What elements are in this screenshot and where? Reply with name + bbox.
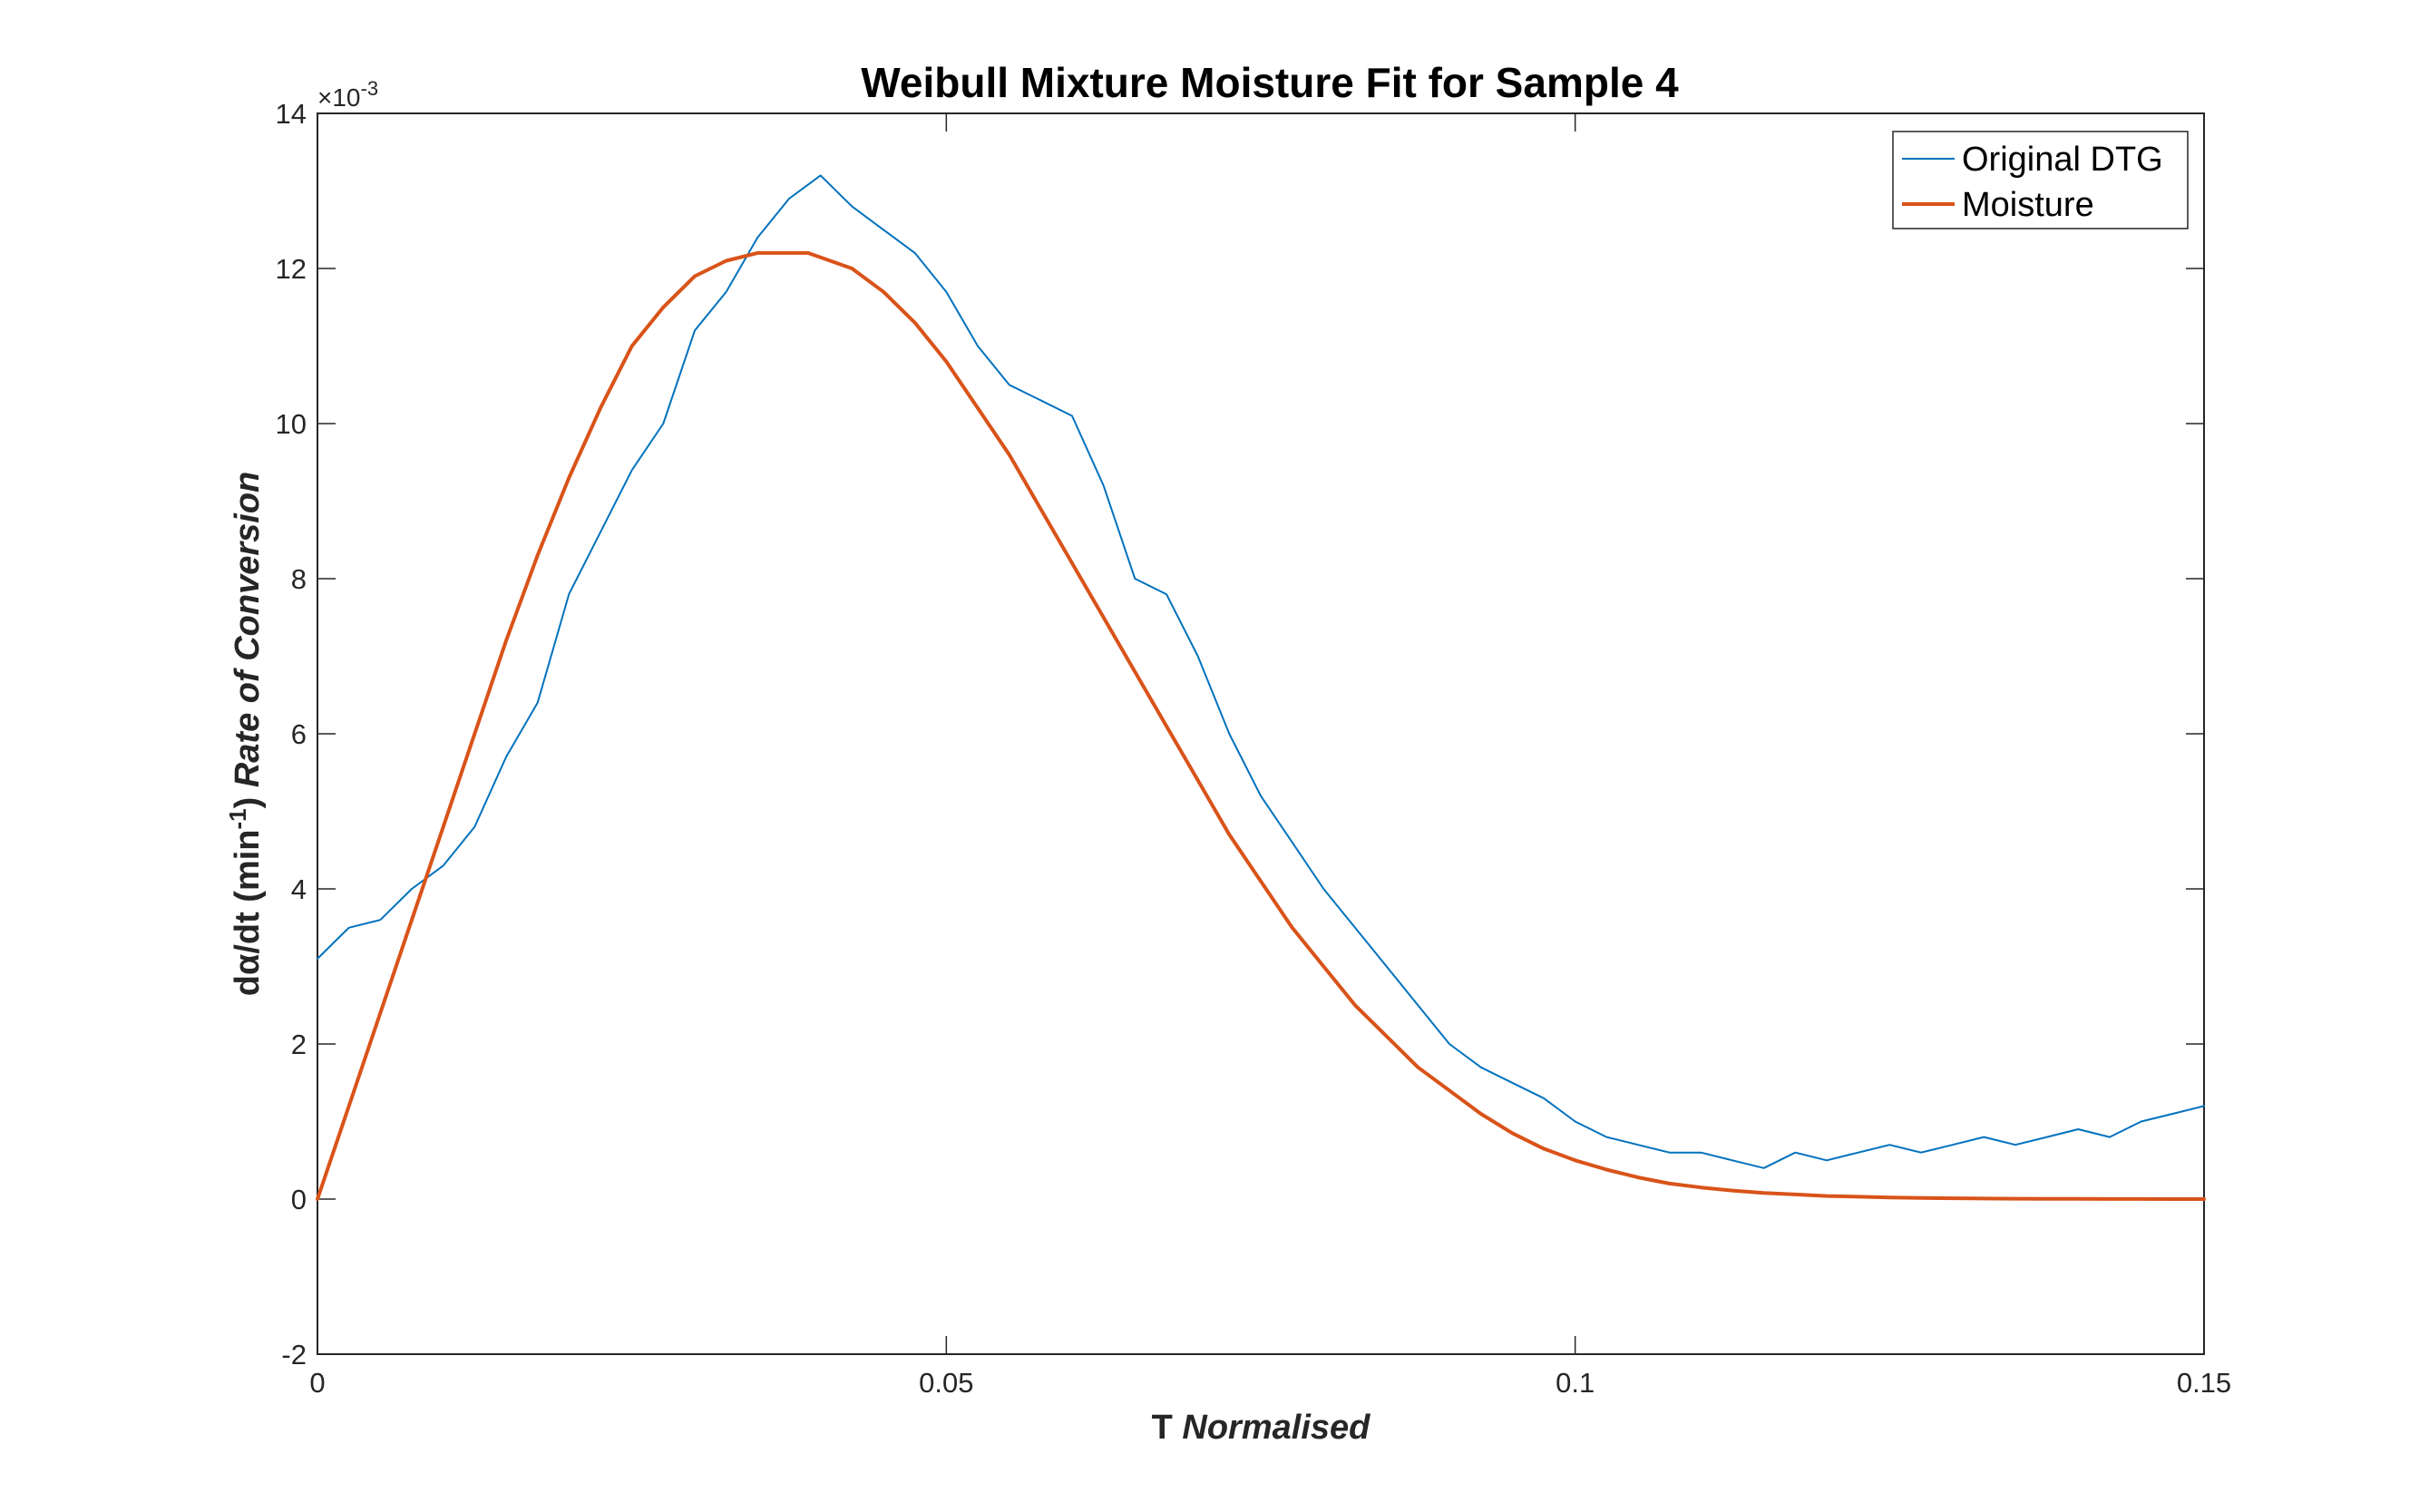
y-axis-label-sup: -1 — [224, 808, 251, 829]
x-axis-label-italic: Normalised — [1182, 1409, 1370, 1447]
y-axis-label-close: ) — [229, 797, 267, 809]
series-layer — [316, 174, 2206, 1201]
y-tick-label: 10 — [276, 408, 307, 440]
y-axis-label: dα/dt (min-1) Rate of Conversion — [224, 472, 267, 997]
x-tick-label: 0.15 — [2177, 1367, 2231, 1399]
y-tick-label: 4 — [291, 873, 307, 905]
x-axis-ticks: 0 0.05 0.1 0.15 — [309, 113, 2231, 1399]
legend: Original DTG Moisture — [1892, 131, 2189, 229]
series-line-moisture — [316, 250, 2206, 1201]
y-multiplier-label: ×10-3 — [317, 77, 378, 112]
legend-label-moisture: Moisture — [1962, 186, 2094, 224]
y-tick-label: -2 — [281, 1339, 307, 1371]
legend-label-original-dtg: Original DTG — [1962, 141, 2163, 179]
x-axis-label-main: T — [1152, 1409, 1173, 1447]
y-multiplier-base: ×10 — [317, 83, 361, 112]
x-tick-label: 0.05 — [919, 1367, 973, 1399]
x-axis-label: T Normalised — [1152, 1409, 1371, 1447]
y-tick-label: 6 — [291, 718, 307, 750]
y-tick-label: 2 — [291, 1029, 307, 1060]
y-multiplier-exponent: -3 — [361, 77, 379, 100]
y-tick-label: 8 — [291, 563, 307, 595]
chart-title: Weibull Mixture Moisture Fit for Sample … — [861, 59, 1679, 106]
x-tick-label: 0 — [309, 1367, 325, 1399]
legend-box — [1892, 131, 2189, 229]
series-line-original-dtg — [317, 174, 2205, 1169]
y-tick-label: 0 — [291, 1184, 307, 1215]
x-tick-label: 0.1 — [1556, 1367, 1595, 1399]
svg-text:×10-3: ×10-3 — [317, 77, 378, 112]
y-axis-label-main: dα/dt (min — [229, 829, 267, 996]
y-axis-label-italic: Rate of Conversion — [229, 472, 267, 787]
y-axis-ticks: -2 0 2 4 6 8 10 12 14 — [276, 98, 2204, 1371]
y-tick-label: 14 — [276, 98, 307, 130]
plot-area — [317, 112, 2205, 1355]
y-tick-label: 12 — [276, 253, 307, 285]
